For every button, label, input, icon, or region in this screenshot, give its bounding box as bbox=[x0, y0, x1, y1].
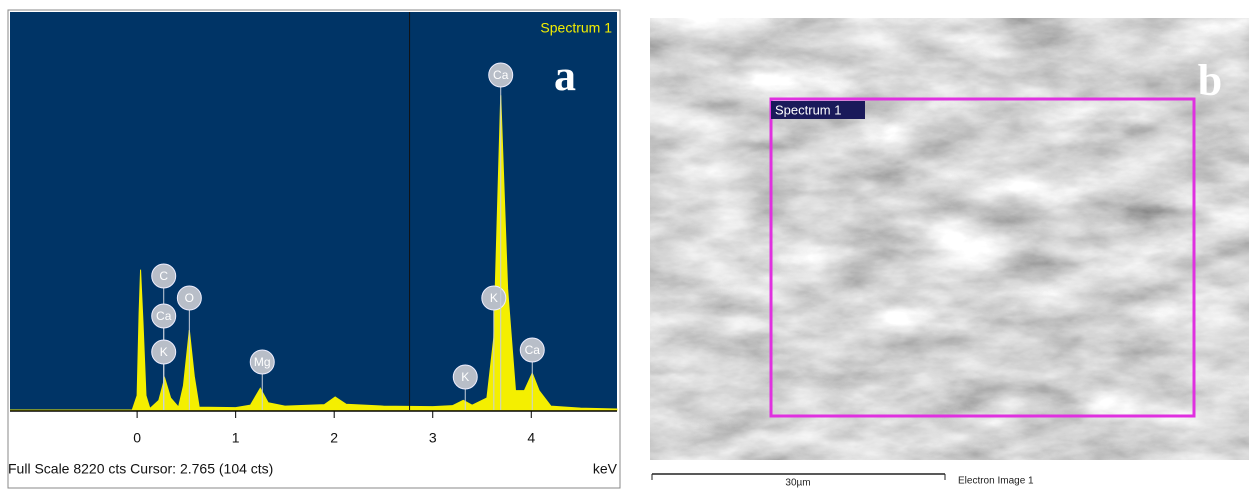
region-label: Spectrum 1 bbox=[775, 102, 841, 117]
x-tick-label: 0 bbox=[133, 430, 141, 446]
spectrum-title: Spectrum 1 bbox=[540, 20, 612, 36]
marker-label: K bbox=[490, 291, 498, 305]
x-tick-label: 3 bbox=[429, 430, 437, 446]
image-caption: Electron Image 1 bbox=[958, 476, 1034, 487]
scale-bar-label: 30µm bbox=[785, 478, 810, 489]
footer: Full Scale 8220 cts Cursor: 2.765 (104 c… bbox=[8, 461, 273, 477]
marker-label: Ca bbox=[493, 68, 509, 82]
marker-label: Ca bbox=[525, 343, 541, 357]
marker-label: O bbox=[185, 291, 194, 305]
x-tick-label: 1 bbox=[232, 430, 240, 446]
x-tick-label: 2 bbox=[330, 430, 338, 446]
marker-label: C bbox=[159, 269, 168, 283]
panel-label: b bbox=[1198, 56, 1222, 105]
marker-label: K bbox=[461, 370, 469, 384]
x-unit: keV bbox=[593, 461, 618, 477]
figure: Spectrum 1 a Full Scale 8220 cts Cursor:… bbox=[0, 0, 1249, 489]
x-tick-label: 4 bbox=[527, 430, 535, 446]
marker-label: Mg bbox=[254, 355, 271, 369]
panel-label: a bbox=[554, 51, 576, 100]
sem-image bbox=[650, 18, 1249, 460]
marker-label: Ca bbox=[156, 309, 172, 323]
marker-label: K bbox=[160, 345, 168, 359]
